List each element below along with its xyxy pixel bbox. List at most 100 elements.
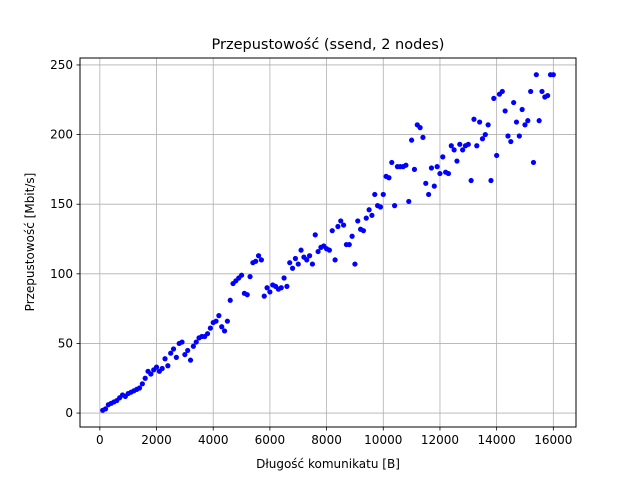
data-point: [255, 253, 262, 259]
data-point: [380, 191, 386, 198]
data-point: [494, 152, 500, 159]
data-point: [284, 283, 290, 289]
data-point: [346, 241, 352, 248]
data-point: [477, 119, 483, 125]
data-point: [550, 72, 556, 78]
data-point: [221, 328, 228, 334]
plot-area: [79, 57, 577, 428]
data-point: [479, 136, 486, 142]
chart-title: Przepustowość (ssend, 2 nodes): [212, 37, 445, 53]
data-point: [207, 325, 213, 331]
data-point: [261, 293, 267, 299]
y-tick-label: 250: [50, 58, 73, 72]
data-point: [352, 261, 358, 267]
y-tick-label: 50: [58, 336, 73, 350]
data-point: [182, 351, 188, 358]
data-point: [508, 138, 514, 145]
data-point: [392, 203, 398, 209]
data-point: [267, 289, 273, 295]
data-point: [468, 177, 474, 184]
x-axis-label: Długość komunikatu [B]: [256, 457, 400, 471]
data-point: [355, 218, 361, 224]
y-tick-label: 0: [65, 406, 73, 420]
data-point: [460, 147, 466, 153]
y-axis-label: Przepustowość [Mbit/s]: [23, 173, 37, 312]
data-point: [349, 233, 355, 239]
data-point: [136, 385, 143, 391]
data-point: [513, 119, 520, 125]
data-point: [185, 347, 191, 354]
data-point: [173, 354, 179, 360]
data-point: [474, 143, 480, 149]
data-point: [530, 159, 537, 166]
data-point: [411, 166, 418, 172]
data-point: [522, 122, 528, 128]
data-point: [264, 285, 270, 291]
data-point: [340, 222, 347, 228]
x-tick-label: 2000: [141, 433, 172, 447]
data-point: [295, 261, 301, 267]
y-tick-label: 200: [50, 128, 73, 142]
data-point: [227, 297, 233, 303]
data-point: [471, 116, 477, 122]
data-point: [417, 125, 423, 131]
x-tick-label: 14000: [478, 433, 516, 447]
data-point: [238, 272, 245, 278]
data-point: [292, 255, 299, 262]
data-point: [440, 154, 446, 160]
data-point: [386, 175, 392, 181]
data-point: [289, 265, 296, 271]
data-point: [247, 274, 253, 280]
data-point: [332, 257, 338, 263]
data-point: [372, 191, 378, 198]
x-tick-label: 4000: [198, 433, 229, 447]
y-tick-label: 100: [50, 267, 73, 281]
data-point: [335, 223, 341, 230]
x-tick-label: 12000: [421, 433, 459, 447]
data-point: [389, 159, 395, 166]
x-tick-label: 8000: [311, 433, 342, 447]
x-tick-label: 6000: [255, 433, 286, 447]
data-point: [179, 339, 185, 345]
data-point: [287, 260, 293, 266]
data-point: [338, 218, 344, 224]
data-point: [102, 406, 109, 412]
data-point: [204, 331, 211, 337]
data-point: [258, 257, 264, 263]
data-point: [533, 72, 539, 78]
data-point: [165, 363, 171, 369]
x-tick-label: 10000: [364, 433, 402, 447]
data-point: [369, 212, 375, 218]
data-point: [403, 162, 409, 168]
data-point: [159, 365, 165, 372]
data-point: [491, 95, 497, 101]
data-point: [170, 346, 177, 352]
data-point: [409, 137, 415, 143]
axis-ticks: 0 2000 4000 6000 8000 10000 12000 14000 16000 0 50…: [50, 58, 572, 447]
data-point: [366, 207, 372, 213]
data-point: [190, 343, 196, 349]
data-point: [420, 134, 426, 140]
data-point: [148, 371, 154, 377]
data-point: [139, 381, 145, 387]
data-point: [445, 170, 452, 177]
data-point: [406, 198, 412, 205]
data-point: [326, 247, 333, 253]
x-tick-label: 16000: [534, 433, 572, 447]
data-point: [312, 232, 318, 238]
grid-lines: [80, 58, 576, 427]
data-point: [545, 92, 551, 99]
data-point: [281, 275, 287, 281]
data-point: [216, 313, 222, 319]
data-point: [539, 88, 545, 95]
data-point: [309, 261, 316, 267]
data-point: [536, 118, 542, 124]
data-point: [516, 133, 522, 139]
data-point: [437, 170, 443, 177]
data-point: [142, 375, 148, 381]
data-point: [528, 88, 534, 95]
data-point: [499, 88, 505, 95]
x-tick-label: 0: [96, 433, 104, 447]
data-point: [224, 318, 230, 324]
